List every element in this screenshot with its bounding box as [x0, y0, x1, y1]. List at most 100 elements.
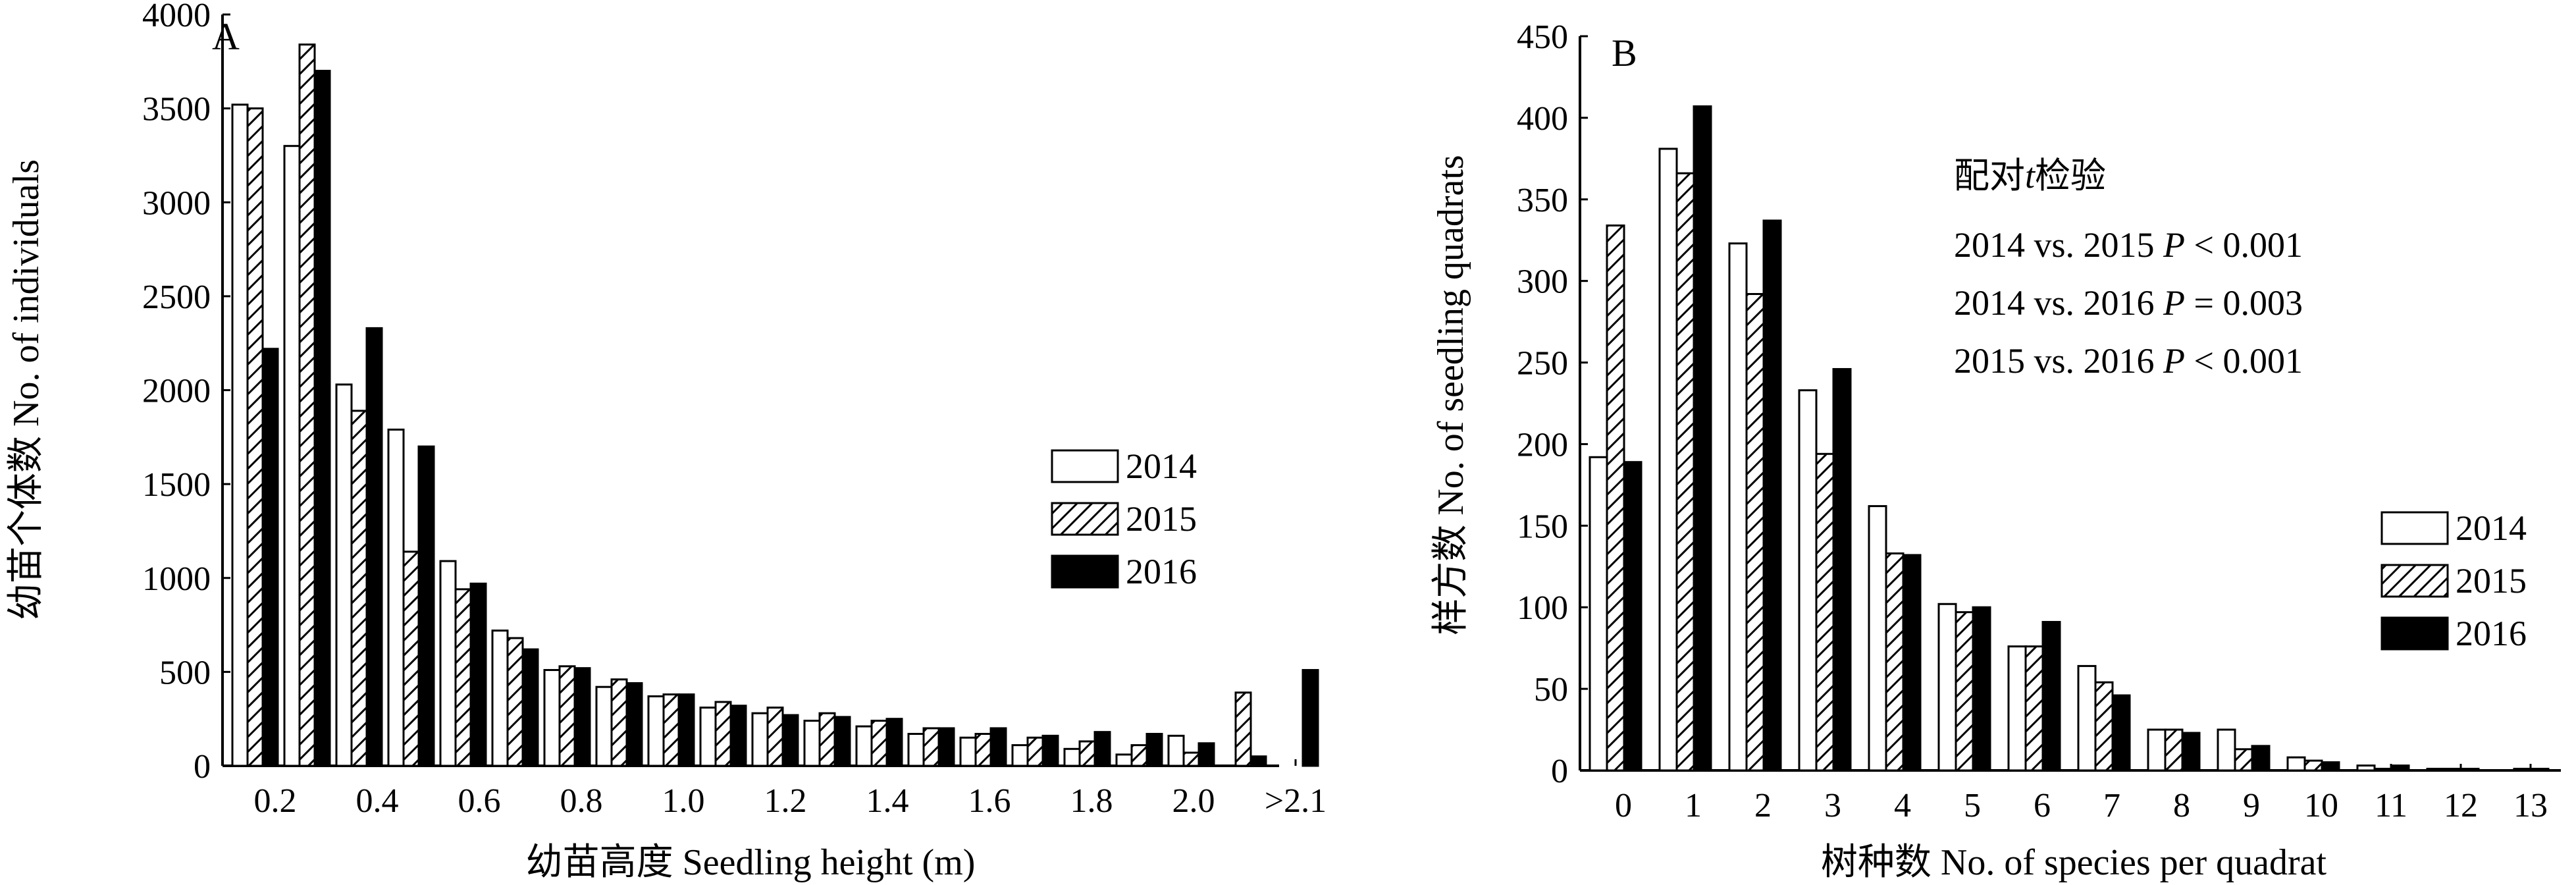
panel-a-bar-2014	[1167, 734, 1185, 767]
panel-a-bar-2016	[1145, 733, 1163, 767]
panel-a-bar-2016	[729, 705, 747, 767]
panel-a-y-tick-label: 500	[159, 654, 211, 691]
panel-a-bar-2014	[283, 145, 301, 767]
panel-a-bar-2016	[989, 727, 1007, 767]
annotation-line-1: 2014 vs. 2015 P < 0.001	[1954, 225, 2303, 265]
panel-a-x-tick-label: 0.6	[458, 782, 501, 820]
legend-label-2014: 2014	[1126, 446, 1197, 486]
panel-b-bar-2014	[2077, 664, 2097, 772]
legend-swatch-2016	[1051, 554, 1119, 589]
panel-b-ylabel: 样方数 No. of seedling quadrats	[1431, 155, 1471, 635]
panel-b-x-tick-label: 2	[1754, 787, 1772, 824]
panel-a-letter: A	[212, 15, 240, 58]
panel-b-bar-2016	[1623, 461, 1643, 772]
panel-a-y-tick-label: 2500	[142, 279, 211, 316]
panel-b-x-tick-label: 7	[2103, 787, 2120, 824]
panel-a-x-tick-label: 2.0	[1172, 782, 1215, 820]
panel-a-bar-2016	[417, 445, 435, 767]
paired-t-test-annotation: 配对t检验 2014 vs. 2015 P < 0.001 2014 vs. 2…	[1954, 156, 2303, 381]
panel-b-bar-2014	[1937, 603, 1957, 772]
panel-a-bar-2016	[833, 716, 851, 767]
panel-b: B 树种数 No. of species per quadrat 样方数 No.…	[1431, 18, 2561, 883]
panel-a-x-tick-label: 1.0	[662, 782, 705, 820]
legend-label-2015: 2015	[2456, 561, 2527, 601]
panel-a-bar-2014	[595, 685, 613, 767]
panel-a-bar-2015	[1130, 744, 1148, 767]
panel-b-bar-2015	[2303, 759, 2323, 772]
panel-b-xlabel: 树种数 No. of species per quadrat	[1821, 842, 2327, 883]
panel-b-bar-2016	[1902, 554, 1922, 772]
panel-b-x-tick-label: 8	[2173, 787, 2190, 824]
legend-swatch-2015	[2380, 564, 2449, 598]
panel-b-bar-2014	[1728, 242, 1748, 772]
panel-a-bar-2016	[261, 348, 279, 767]
panel-a-bar-2015	[974, 733, 992, 767]
legend-label-2015: 2015	[1126, 499, 1197, 539]
panel-b-x-tick-label: 4	[1894, 787, 1911, 824]
legend-swatch-2014	[2380, 511, 2449, 545]
panel-a-y-tick-label: 0	[194, 748, 211, 786]
panel-a-x-tick-label: 1.6	[968, 782, 1011, 820]
panel-a-bar-2014	[1063, 747, 1081, 767]
panel-a-x-tick-label: 1.4	[866, 782, 909, 820]
panel-a-xlabel: 幼苗高度 Seedling height (m)	[526, 842, 976, 883]
panel-a: A 幼苗高度 Seedling height (m) 幼苗个体数 No. of …	[6, 0, 1327, 883]
panel-a-bar-2015	[610, 678, 628, 767]
panel-b-bar-2014	[1658, 148, 1678, 772]
panel-b-bar-2016	[2390, 764, 2410, 772]
panel-b-bar-2016	[2181, 732, 2201, 772]
panel-b-y-tick-label: 150	[1517, 508, 1568, 545]
panel-b-y-tick-label: 0	[1551, 753, 1568, 790]
panel-b-x-tick-label: 6	[2034, 787, 2051, 824]
legend-swatch-2016	[2380, 616, 2449, 651]
panel-a-bar-2014	[1011, 744, 1029, 767]
panel-b-y-tick-label: 250	[1517, 345, 1568, 383]
panel-b-bar-2015	[2094, 681, 2114, 772]
panel-b-bar-2015	[2373, 768, 2393, 772]
panel-a-bar-2015	[870, 720, 888, 767]
panel-a-bar-2015	[298, 43, 316, 767]
legend-label-2016: 2016	[2456, 614, 2527, 653]
panel-a-y-tick-label: 4000	[142, 0, 211, 34]
panel-b-y-tick-label: 200	[1517, 426, 1568, 464]
panel-b-bar-2014	[2356, 764, 2376, 772]
panel-b-y-tick-label: 50	[1534, 671, 1568, 709]
panel-a-bar-2015	[1182, 751, 1200, 767]
panel-a-bar-2016	[521, 648, 539, 767]
panel-a-bar-2014	[699, 707, 717, 767]
panel-a-bar-2014	[959, 736, 977, 767]
panel-a-bar-2014	[803, 720, 821, 767]
panel-a-bar-2015	[402, 550, 420, 767]
panel-a-bar-2014	[231, 103, 249, 767]
panel-a-bar-2014	[335, 383, 353, 767]
panel-a-bar-2015	[246, 107, 264, 767]
panel-a-bar-2014	[855, 725, 873, 767]
panel-b-bar-2016	[2111, 694, 2131, 772]
panel-b-x-tick-label: 13	[2513, 787, 2548, 824]
panel-a-bar-2016	[1301, 669, 1319, 767]
panel-b-x-tick-label: 9	[2243, 787, 2260, 824]
panel-a-bar-2016	[1197, 742, 1215, 767]
panel-b-bar-2015	[2513, 768, 2533, 772]
panel-a-y-tick-label: 2000	[142, 373, 211, 410]
annotation-line-3: 2015 vs. 2016 P < 0.001	[1954, 341, 2303, 381]
panel-b-letter: B	[1612, 32, 1637, 74]
panel-b-bar-2016	[1693, 105, 1712, 772]
panel-a-y-tick-label: 1000	[142, 560, 211, 598]
panel-a-bar-2015	[818, 712, 836, 767]
panel-a-x-tick-label: 0.8	[560, 782, 603, 820]
panel-a-bar-2014	[751, 712, 769, 767]
panel-b-bar-2015	[1955, 611, 1974, 772]
panel-a-bar-2016	[469, 582, 487, 767]
panel-a-bar-2015	[1234, 691, 1252, 767]
panel-a-x-tick-label: 1.2	[764, 782, 807, 820]
panel-b-bar-2016	[1832, 367, 1852, 772]
legend-label-2014: 2014	[2456, 508, 2527, 548]
panel-a-bar-2015	[766, 707, 784, 767]
panel-b-bar-2014	[2147, 728, 2167, 772]
panel-b-bar-2015	[2443, 768, 2463, 772]
panel-a-bar-2016	[573, 667, 591, 767]
panel-a-bar-2015	[1026, 736, 1044, 767]
panel-b-bar-2016	[2321, 761, 2340, 772]
panel-b-bar-2014	[2426, 768, 2446, 772]
